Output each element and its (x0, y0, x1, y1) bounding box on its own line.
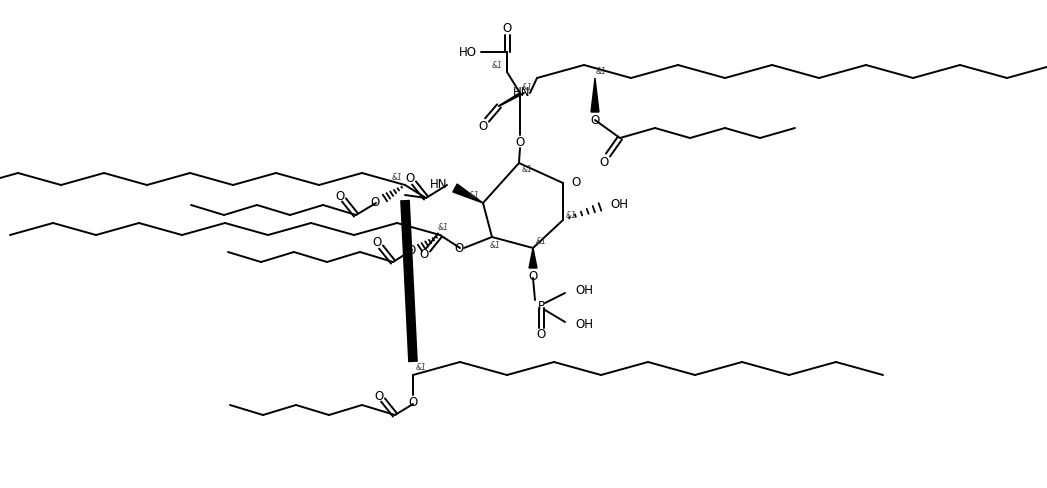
Text: O: O (503, 21, 512, 35)
Text: OH: OH (610, 198, 628, 210)
Text: O: O (375, 389, 383, 403)
Text: &1: &1 (469, 191, 480, 201)
Polygon shape (591, 78, 599, 112)
Text: O: O (406, 244, 416, 257)
Text: &1: &1 (492, 61, 503, 69)
Text: &1: &1 (522, 82, 533, 92)
Text: O: O (571, 177, 580, 189)
Text: HN: HN (429, 179, 447, 191)
Text: OH: OH (575, 319, 593, 331)
Text: P: P (537, 300, 544, 312)
Text: O: O (478, 120, 488, 133)
Text: O: O (529, 269, 537, 283)
Text: O: O (515, 136, 525, 148)
Text: HO: HO (459, 45, 477, 59)
Text: &1: &1 (536, 238, 547, 246)
Polygon shape (453, 184, 483, 203)
Text: &1: &1 (566, 211, 577, 221)
Text: O: O (420, 248, 428, 262)
Text: O: O (373, 237, 381, 249)
Text: &1: &1 (416, 364, 427, 372)
Text: OH: OH (575, 285, 593, 298)
Text: &1: &1 (393, 174, 403, 183)
Text: &1: &1 (522, 164, 533, 174)
Text: &1: &1 (596, 67, 607, 77)
Text: O: O (405, 171, 415, 184)
Text: O: O (454, 242, 464, 255)
Text: &1: &1 (490, 241, 500, 249)
Text: &1: &1 (438, 224, 449, 232)
Text: O: O (599, 156, 608, 168)
Text: O: O (371, 197, 380, 209)
Text: O: O (408, 395, 418, 408)
Polygon shape (529, 248, 537, 268)
Text: O: O (591, 114, 600, 126)
Text: O: O (536, 328, 545, 342)
Text: O: O (335, 189, 344, 203)
Text: HN: HN (512, 86, 530, 100)
